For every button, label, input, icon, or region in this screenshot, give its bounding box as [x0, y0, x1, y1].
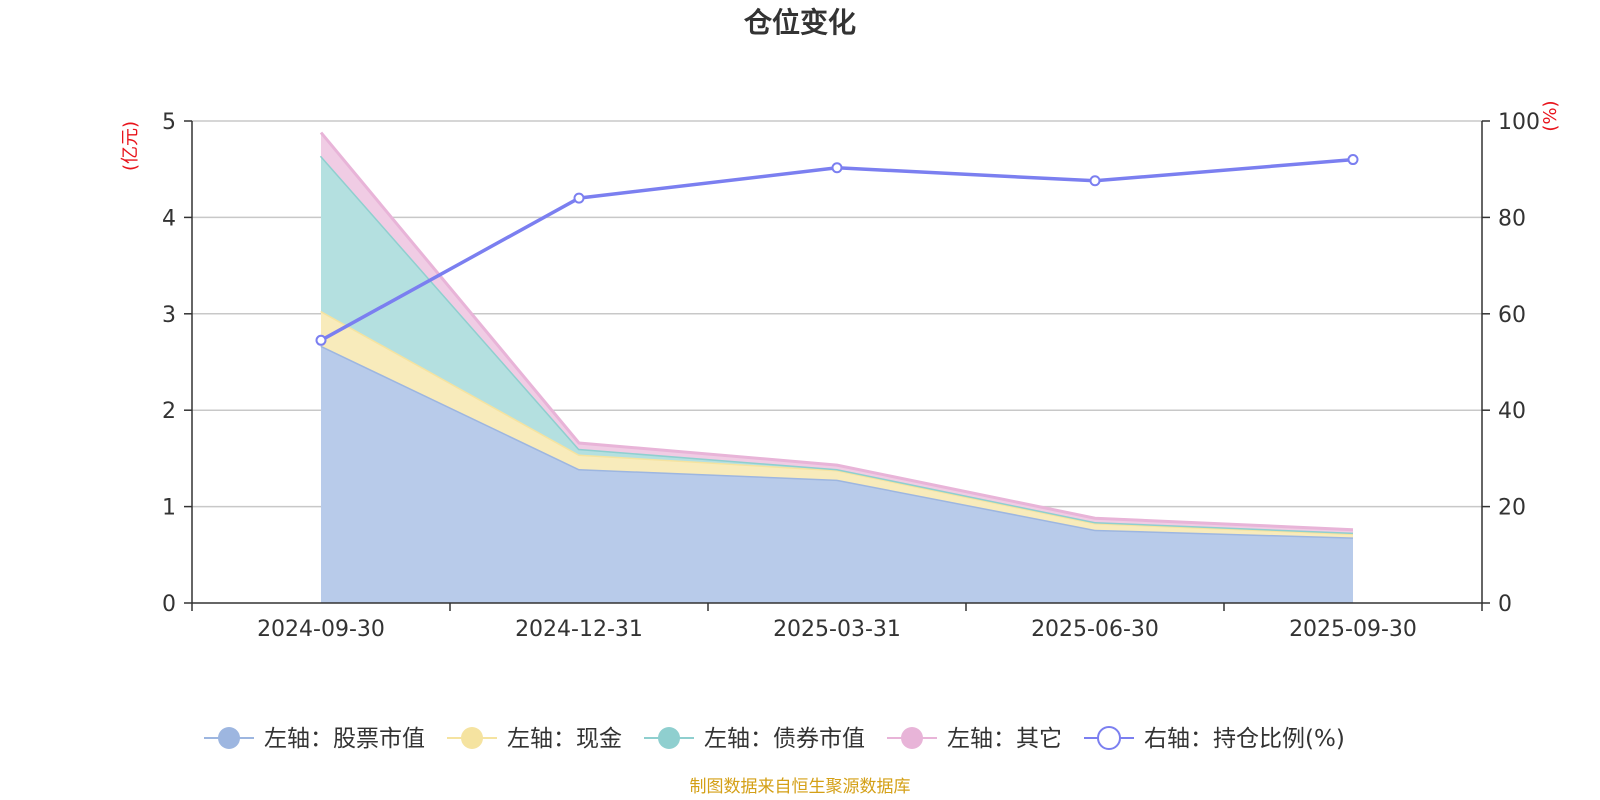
right-axis-unit: (%): [1540, 100, 1561, 131]
chart-title: 仓位变化: [744, 6, 856, 39]
right-tick-label: 100: [1498, 110, 1540, 135]
right-tick-label: 40: [1498, 399, 1526, 424]
x-tick-label: 2024-12-31: [515, 617, 643, 642]
legend-marker: [901, 727, 923, 749]
left-tick-label: 4: [162, 206, 176, 231]
left-tick-label: 0: [162, 592, 176, 617]
legend-label: 左轴：现金: [507, 726, 622, 752]
legend-label: 右轴：持仓比例(%): [1144, 726, 1345, 752]
right-tick-label: 80: [1498, 206, 1526, 231]
legend-item: 左轴：其它: [887, 726, 1062, 752]
legend-item: 右轴：持仓比例(%): [1084, 726, 1345, 752]
ratio-point: [573, 192, 585, 204]
legend-label: 左轴：债券市值: [704, 726, 865, 752]
left-tick-label: 3: [162, 303, 176, 328]
ratio-point: [1089, 175, 1101, 187]
ratio-point: [831, 162, 843, 174]
left-tick-label: 1: [162, 496, 176, 521]
legend-marker: [461, 727, 483, 749]
legend-label: 左轴：其它: [947, 726, 1062, 752]
area-edge-左轴：其它: [319, 131, 1354, 532]
axes: 0 1 2 3 4 5 0 20 40 60 80 100 2024-09-30 2024-12-31 20…: [162, 110, 1540, 642]
legend-marker: [658, 727, 680, 749]
left-axis-unit: (亿元): [120, 121, 141, 171]
ratio-point: [315, 334, 327, 346]
right-tick-label: 0: [1498, 592, 1512, 617]
area-左轴：股票市值: [321, 345, 1353, 603]
legend-item: 左轴：现金: [447, 726, 622, 752]
legend-label: 左轴：股票市值: [264, 726, 425, 752]
left-tick-label: 5: [162, 110, 176, 135]
x-tick-label: 2025-09-30: [1289, 617, 1417, 642]
right-tick-label: 20: [1498, 496, 1526, 521]
x-tick-label: 2024-09-30: [257, 617, 385, 642]
left-tick-label: 2: [162, 399, 176, 424]
x-tick-label: 2025-03-31: [773, 617, 901, 642]
area-layer: [319, 131, 1354, 603]
legend-item: 左轴：债券市值: [644, 726, 865, 752]
legend: 左轴：股票市值 左轴：现金 左轴：债券市值 左轴：其它 右轴：持仓比例(%): [204, 726, 1345, 752]
right-tick-label: 60: [1498, 303, 1526, 328]
source-note: 制图数据来自恒生聚源数据库: [690, 777, 911, 797]
legend-marker: [218, 727, 240, 749]
ratio-point: [1347, 154, 1359, 166]
ratio-line-layer: [315, 154, 1359, 346]
legend-marker: [1097, 726, 1121, 750]
legend-item: 左轴：股票市值: [204, 726, 425, 752]
x-tick-label: 2025-06-30: [1031, 617, 1159, 642]
